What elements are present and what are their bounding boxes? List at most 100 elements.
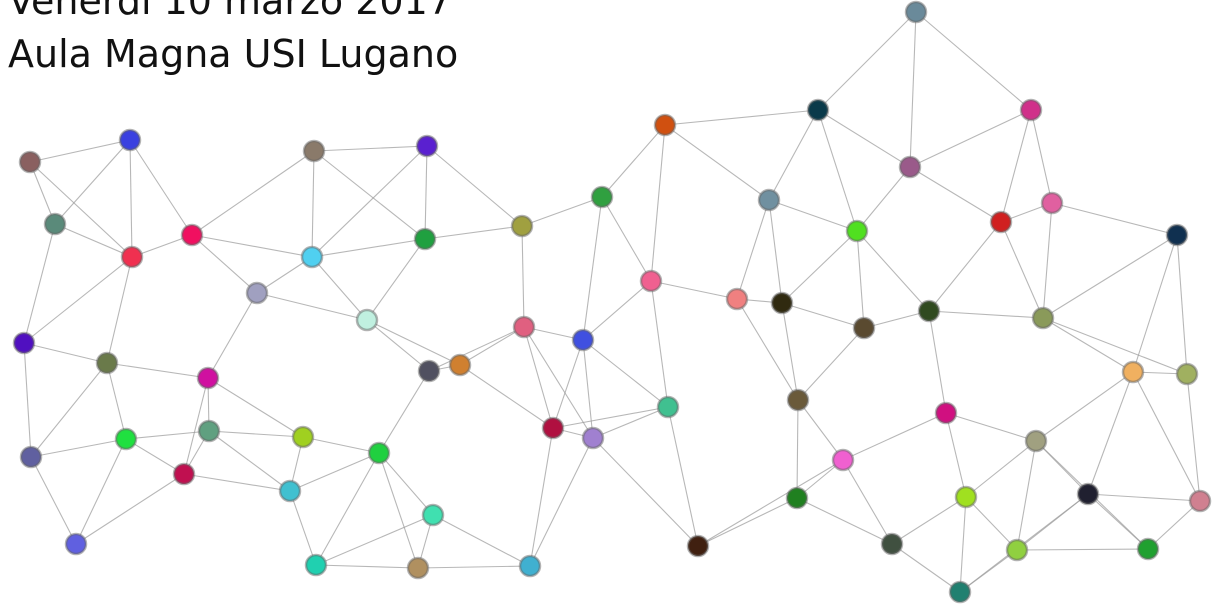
edge: [314, 146, 427, 151]
header-date: Venerdì 10 marzo 2017: [8, 0, 452, 23]
edge: [668, 407, 698, 546]
edge: [425, 146, 427, 239]
node: [956, 487, 976, 507]
node: [293, 427, 313, 447]
edges: [24, 12, 1200, 592]
node: [1190, 491, 1210, 511]
edge: [665, 110, 818, 125]
edge: [665, 125, 769, 200]
edge: [651, 281, 737, 299]
edge: [55, 224, 132, 257]
node: [247, 283, 267, 303]
edge: [698, 460, 843, 546]
node: [1042, 193, 1062, 213]
node: [658, 397, 678, 417]
node: [415, 229, 435, 249]
edge: [379, 371, 429, 453]
node: [906, 2, 926, 22]
edge: [209, 431, 303, 437]
edge: [30, 162, 132, 257]
edge: [737, 200, 769, 299]
node: [787, 488, 807, 508]
edge: [1001, 222, 1043, 318]
edge: [797, 498, 892, 544]
node: [199, 421, 219, 441]
edge: [593, 407, 668, 438]
edge: [818, 110, 857, 231]
edge: [31, 363, 107, 457]
edge: [1001, 110, 1031, 222]
edge: [1017, 441, 1036, 550]
edge: [1133, 235, 1177, 372]
edge: [460, 365, 553, 428]
node: [369, 443, 389, 463]
edge: [522, 226, 524, 327]
node: [727, 289, 747, 309]
edge: [1036, 372, 1133, 441]
header-venue: Aula Magna USI Lugano: [8, 32, 458, 76]
node: [900, 157, 920, 177]
page: Venerdì 10 marzo 2017 Aula Magna USI Lug…: [0, 0, 1220, 604]
edge: [593, 438, 698, 546]
node: [1033, 308, 1053, 328]
edge: [303, 437, 379, 453]
node: [936, 403, 956, 423]
edge: [208, 293, 257, 378]
node: [302, 247, 322, 267]
edge: [966, 441, 1036, 497]
edge: [379, 453, 418, 568]
edge: [130, 140, 132, 257]
node: [592, 187, 612, 207]
node: [1026, 431, 1046, 451]
node: [280, 481, 300, 501]
node: [1078, 484, 1098, 504]
edge: [55, 140, 130, 224]
edge: [1043, 318, 1187, 374]
edge: [312, 151, 314, 257]
edge: [1088, 372, 1133, 494]
edge: [553, 407, 668, 428]
edge: [797, 400, 798, 498]
edge: [427, 146, 522, 226]
node: [641, 271, 661, 291]
edge: [892, 544, 960, 592]
edge: [769, 110, 818, 200]
edge: [107, 363, 126, 439]
network-graphic: Venerdì 10 marzo 2017 Aula Magna USI Lug…: [0, 0, 1220, 604]
node: [116, 429, 136, 449]
node: [45, 214, 65, 234]
edge: [107, 257, 132, 363]
edge: [209, 431, 290, 491]
edge: [1177, 235, 1187, 374]
edge: [737, 299, 798, 400]
edge: [1088, 494, 1200, 501]
edge: [960, 497, 966, 592]
node: [688, 536, 708, 556]
node: [97, 353, 117, 373]
node: [306, 555, 326, 575]
edge: [24, 224, 55, 343]
node: [991, 212, 1011, 232]
edge: [916, 12, 1031, 110]
edge: [1133, 372, 1200, 501]
node: [20, 152, 40, 172]
edge: [892, 497, 966, 544]
node: [1007, 540, 1027, 560]
node: [1167, 225, 1187, 245]
node: [882, 534, 902, 554]
edge: [782, 303, 798, 400]
node: [1123, 362, 1143, 382]
edge: [929, 222, 1001, 311]
node: [450, 355, 470, 375]
node: [854, 318, 874, 338]
node: [543, 418, 563, 438]
node: [772, 293, 792, 313]
edge: [192, 151, 314, 235]
edge: [425, 226, 522, 239]
node: [174, 464, 194, 484]
edge: [316, 565, 418, 568]
edge: [843, 413, 946, 460]
edge: [1043, 318, 1133, 372]
edge: [126, 431, 209, 439]
edge: [530, 438, 593, 566]
